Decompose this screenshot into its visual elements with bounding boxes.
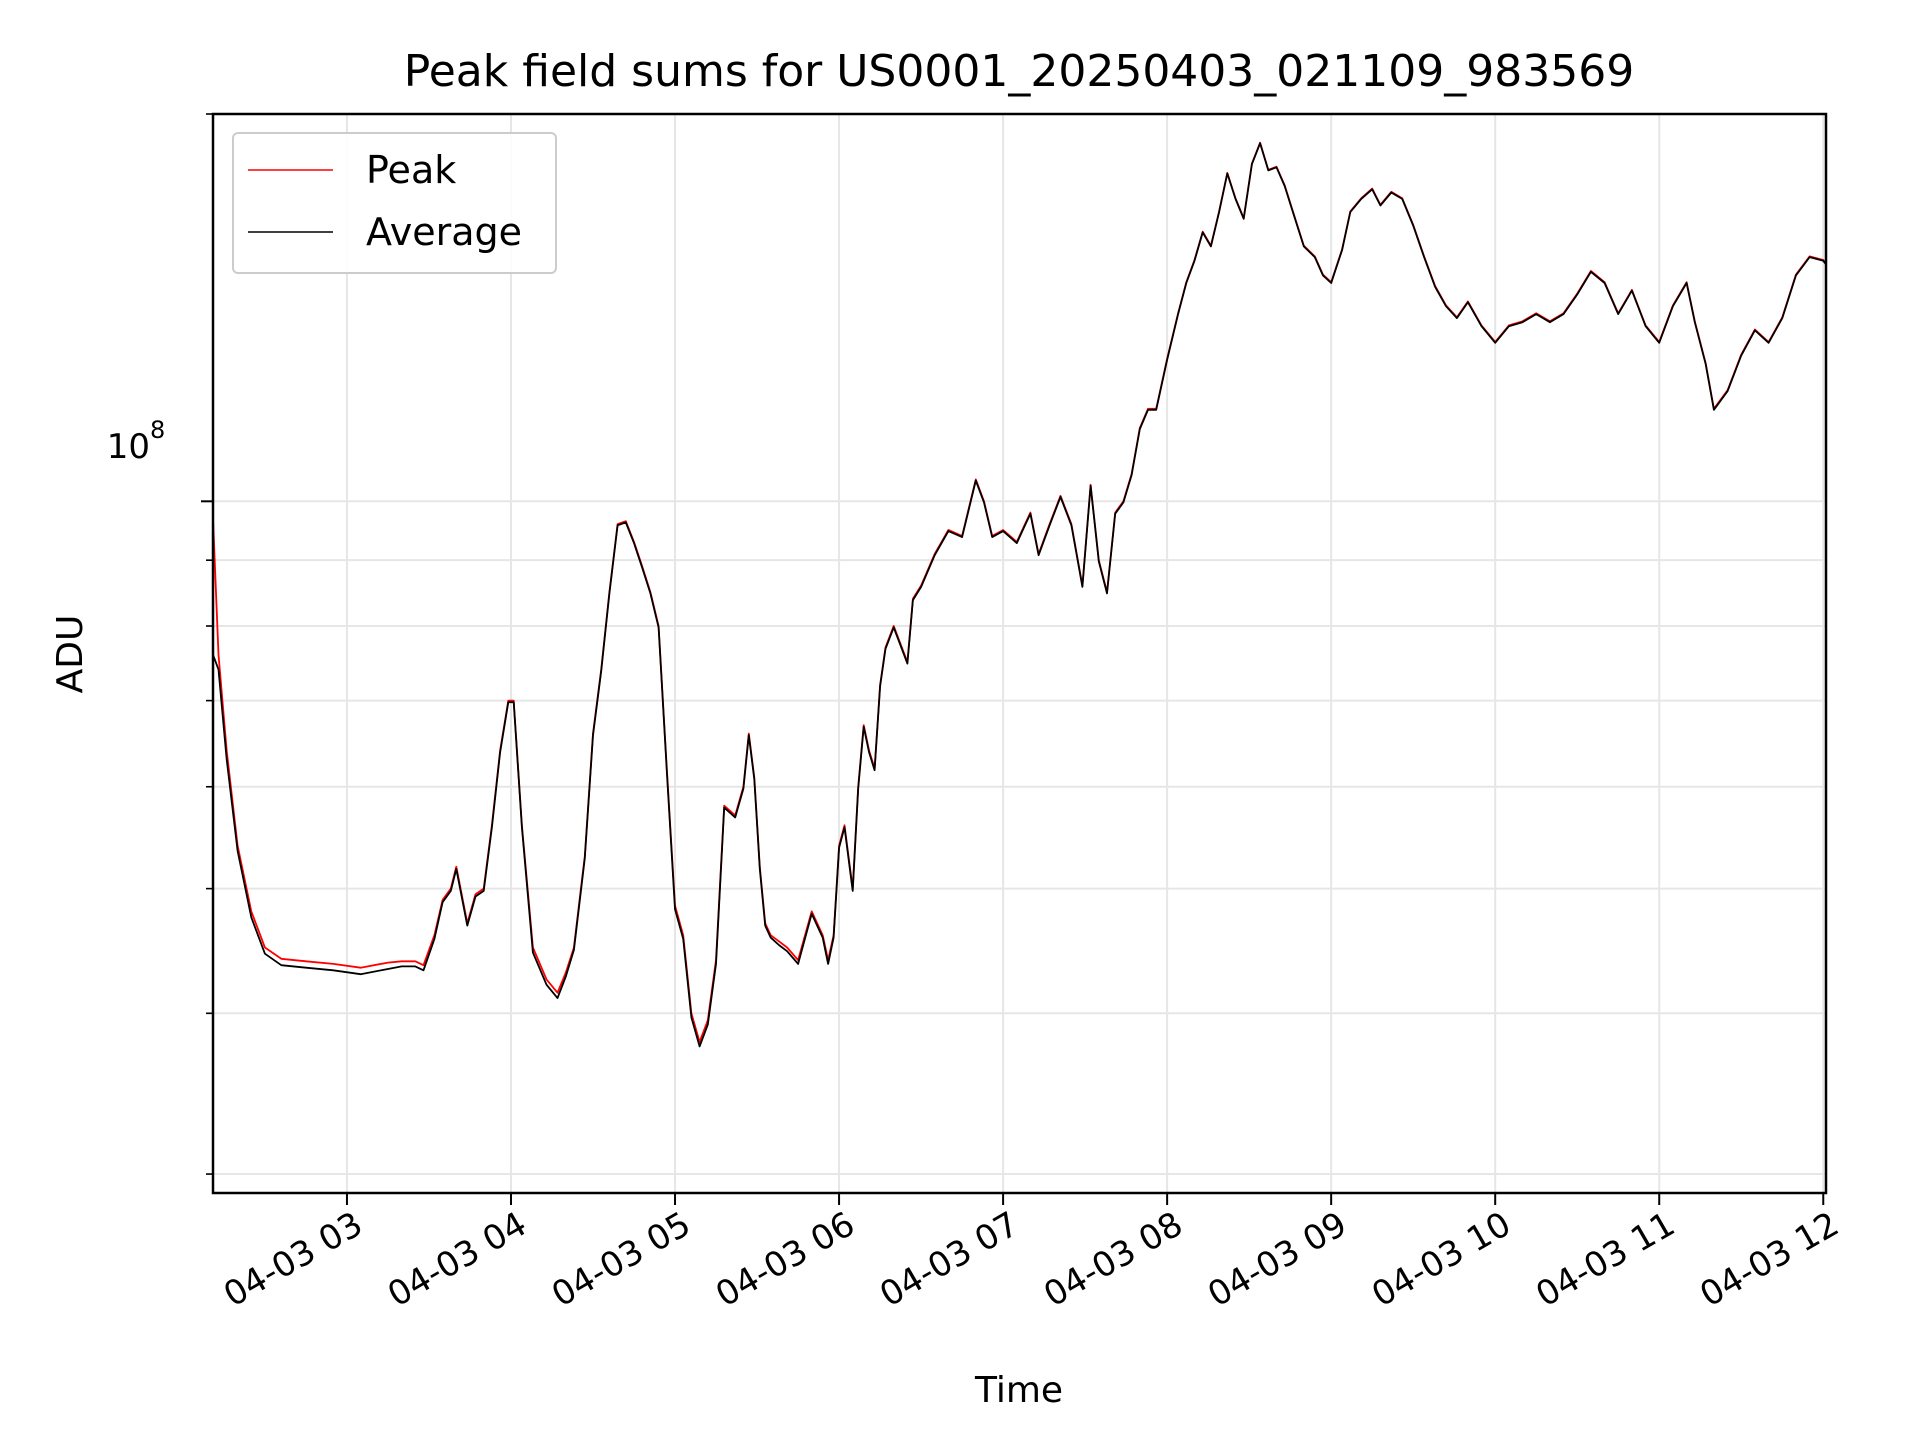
plot-frame xyxy=(211,112,1828,1195)
series-line-average xyxy=(212,142,1827,1048)
plot-series xyxy=(212,141,1827,1048)
legend-box xyxy=(232,132,557,274)
y-axis-label: ADU xyxy=(50,615,91,694)
legend: Peak Average xyxy=(232,132,557,274)
y-tick-label-base: 10 xyxy=(107,427,150,467)
y-tick-label-major: 10 8 xyxy=(107,416,166,467)
legend-label-peak: Peak xyxy=(366,148,456,192)
chart-title: Peak field sums for US0001_20250403_0211… xyxy=(404,46,1634,97)
y-tick-label-exponent: 8 xyxy=(150,416,165,444)
x-axis-label: Time xyxy=(974,1370,1063,1411)
legend-label-average: Average xyxy=(366,210,522,254)
